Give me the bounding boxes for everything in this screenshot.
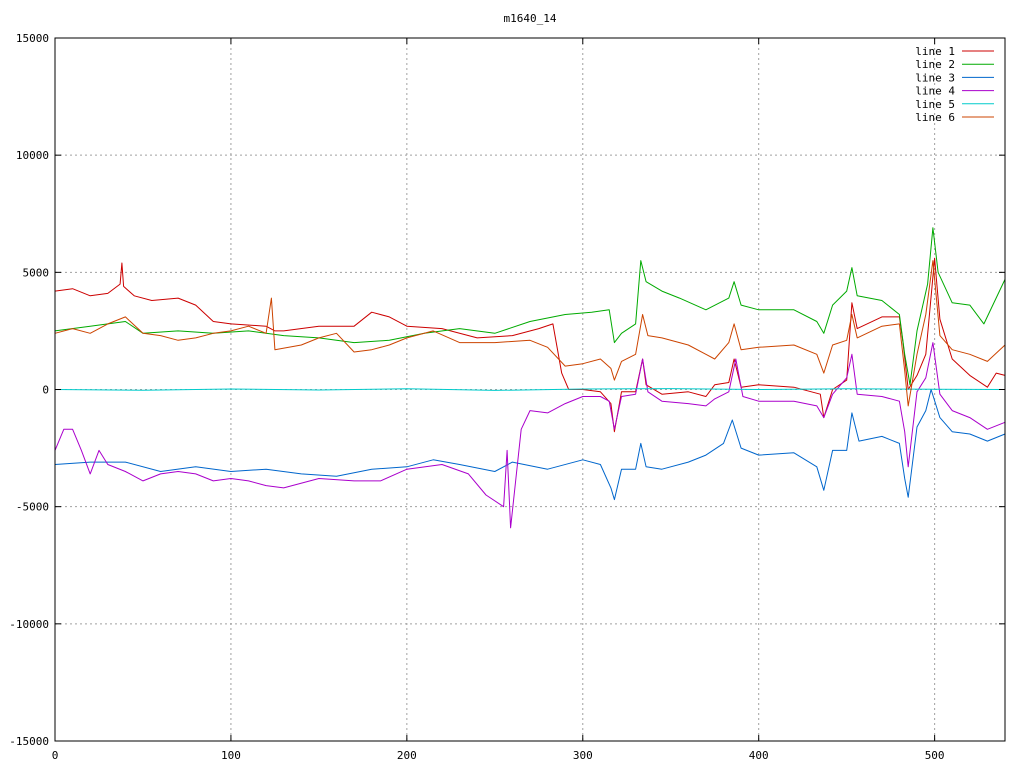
y-tick-label: -10000 bbox=[9, 618, 49, 631]
y-tick-label: -15000 bbox=[9, 735, 49, 748]
x-tick-label: 300 bbox=[573, 749, 593, 762]
series-line-6 bbox=[54, 260, 1006, 407]
series-line-1 bbox=[54, 257, 1006, 433]
series-line-5 bbox=[54, 388, 1006, 391]
legend-label-2: line 2 bbox=[915, 58, 955, 71]
series-line-3 bbox=[54, 389, 1006, 501]
x-tick-label: 500 bbox=[925, 749, 945, 762]
y-tick-label: -5000 bbox=[16, 501, 49, 514]
y-tick-label: 10000 bbox=[16, 149, 49, 162]
legend-label-4: line 4 bbox=[915, 85, 955, 98]
y-tick-label: 5000 bbox=[23, 266, 50, 279]
x-tick-label: 200 bbox=[397, 749, 417, 762]
legend-label-6: line 6 bbox=[915, 111, 955, 124]
legend-label-5: line 5 bbox=[915, 98, 955, 111]
series-group bbox=[54, 227, 1006, 529]
y-tick-label: 15000 bbox=[16, 32, 49, 45]
legend-label-1: line 1 bbox=[915, 45, 955, 58]
x-tick-label: 0 bbox=[52, 749, 59, 762]
series-line-4 bbox=[54, 342, 1006, 529]
axis-ticks: 0 100 200 300 400 500 -15000 -10000 -5000 0 5000 10… bbox=[9, 32, 1005, 762]
x-tick-label: 400 bbox=[749, 749, 769, 762]
x-tick-label: 100 bbox=[221, 749, 241, 762]
legend-label-3: line 3 bbox=[915, 71, 955, 84]
chart-title: m1640_14 bbox=[504, 12, 557, 25]
y-tick-label: 0 bbox=[42, 384, 49, 397]
